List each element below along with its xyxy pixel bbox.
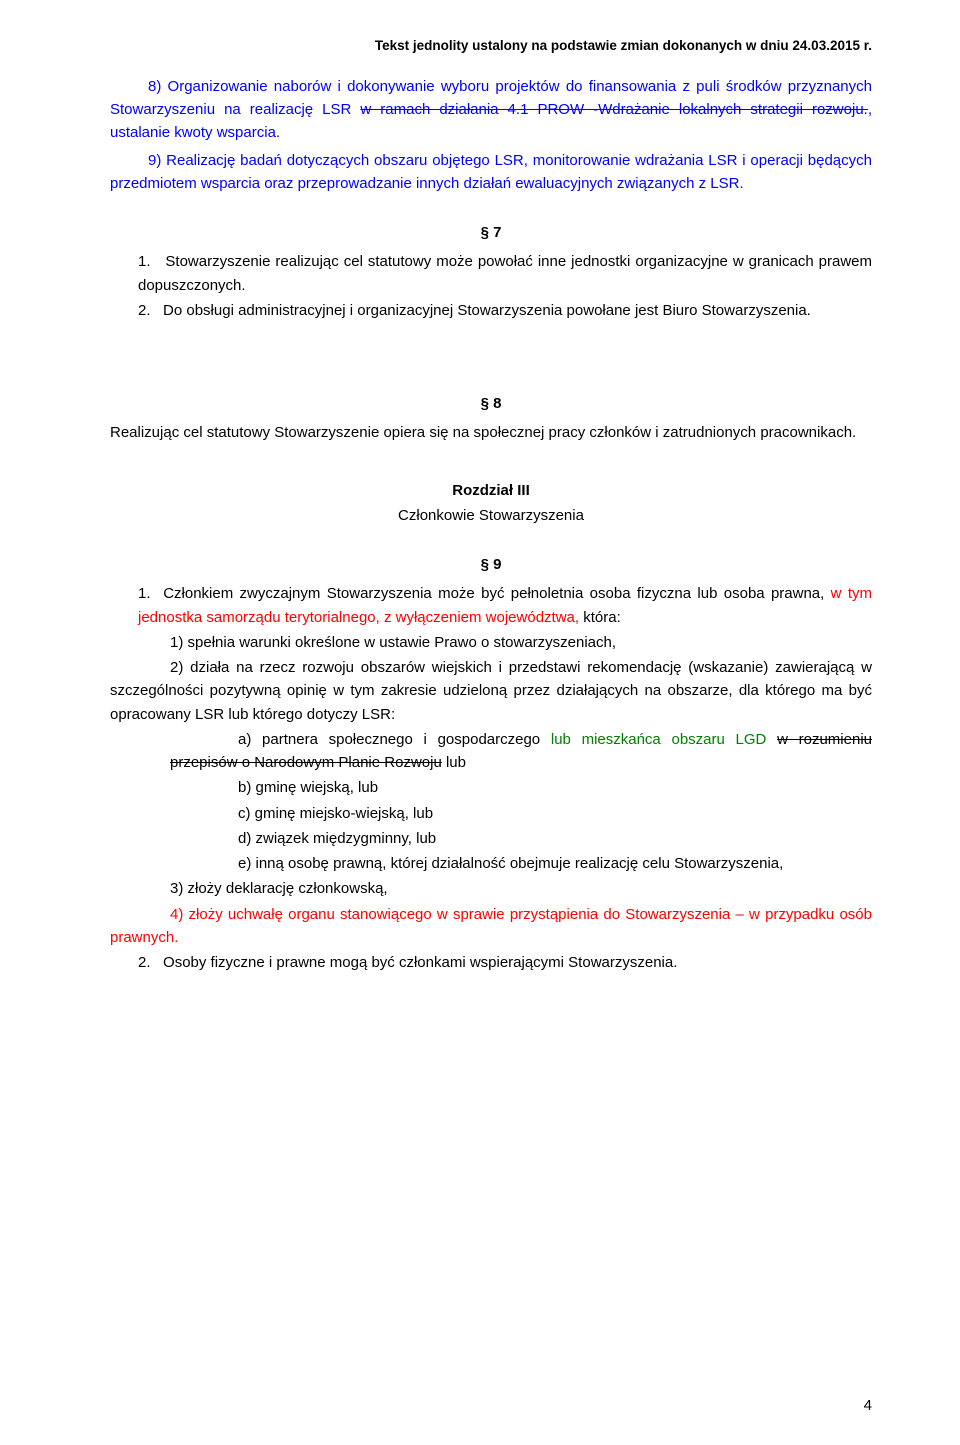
s9-1c: która:: [583, 609, 621, 626]
s9-1a: Członkiem zwyczajnym Stowarzyszenia może…: [163, 585, 830, 602]
s9-item-2: 2. Osoby fizyczne i prawne mogą być czło…: [110, 951, 872, 974]
s9-row-e: e) inną osobę prawną, której działalność…: [110, 852, 872, 875]
s7-2-text: Do obsługi administracyjnej i organizacy…: [163, 302, 811, 319]
s9-row-b: b) gminę wiejską, lub: [110, 776, 872, 799]
paragraph-8: 8) Organizowanie naborów i dokonywanie w…: [110, 75, 872, 145]
page-number: 4: [864, 1394, 872, 1417]
s9-sub-4: 4) złoży uchwałę organu stanowiącego w s…: [110, 903, 872, 950]
page-header: Tekst jednolity ustalony na podstawie zm…: [110, 36, 872, 57]
chapter-subtitle: Członkowie Stowarzyszenia: [110, 504, 872, 527]
section-8-mark: § 8: [110, 392, 872, 415]
paragraph-9: 9) Realizację badań dotyczących obszaru …: [110, 149, 872, 196]
section-7-mark: § 7: [110, 221, 872, 244]
s9-sub-2: 2) działa na rzecz rozwoju obszarów wiej…: [110, 656, 872, 726]
s9-row-c: c) gminę miejsko-wiejską, lub: [110, 802, 872, 825]
s7-1-text: Stowarzyszenie realizując cel statutowy …: [138, 253, 872, 293]
s7-2-num: 2.: [138, 302, 151, 319]
s9-2-num: 2.: [138, 954, 151, 971]
s9-row-d: d) związek międzygminny, lub: [110, 827, 872, 850]
p8-strike: w ramach działania 4.1 PROW -Wdrażanie l…: [360, 101, 867, 118]
s7-1-num: 1.: [138, 253, 151, 270]
s9-2-text: Osoby fizyczne i prawne mogą być członka…: [163, 954, 677, 971]
s9-1-num: 1.: [138, 585, 151, 602]
s9-sub-3: 3) złoży deklarację członkowską,: [110, 877, 872, 900]
s9-row-a-4: lub: [442, 754, 466, 771]
s8-text: Realizując cel statutowy Stowarzyszenie …: [110, 421, 872, 444]
s7-item-2: 2. Do obsługi administracyjnej i organiz…: [110, 299, 872, 322]
s9-sub-2-txt: 2) działa na rzecz rozwoju obszarów wiej…: [110, 659, 872, 723]
s9-item-1: 1. Członkiem zwyczajnym Stowarzyszenia m…: [110, 582, 872, 629]
document-page: Tekst jednolity ustalony na podstawie zm…: [0, 0, 960, 1445]
s7-item-1: 1. Stowarzyszenie realizując cel statuto…: [110, 250, 872, 297]
section-9-mark: § 9: [110, 553, 872, 576]
chapter-title: Rozdział III: [110, 479, 872, 502]
s9-row-a-2: lub mieszkańca obszaru LGD: [551, 731, 777, 748]
s9-row-a: a) partnera społecznego i gospodarczego …: [110, 728, 872, 775]
s9-row-a-1: a) partnera społecznego i gospodarczego: [238, 731, 551, 748]
s9-1-1: 1) spełnia warunki określone w ustawie P…: [110, 631, 872, 654]
